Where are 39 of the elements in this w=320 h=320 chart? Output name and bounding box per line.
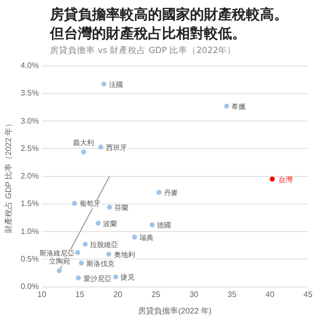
y-axis-title: 財產稅占 GDP 比率（2022 年） [4, 119, 14, 234]
x-tick-label: 45 [304, 290, 313, 299]
point [156, 190, 162, 195]
x-tick-label: 20 [113, 290, 123, 299]
y-tick-label: 0.5% [20, 254, 39, 264]
x-tick-label: 25 [151, 290, 161, 299]
y-tick-label: 3.5% [20, 88, 39, 98]
point [101, 82, 106, 87]
y-tick-label: 4.0% [20, 61, 39, 70]
point [75, 250, 80, 256]
point [113, 274, 118, 280]
point [56, 268, 62, 274]
x-tick-label: 10 [37, 290, 47, 299]
x-tick-label: 30 [189, 290, 199, 299]
x-axis-title: 房貸負擔率(2022 年) [138, 306, 212, 316]
point [72, 200, 78, 206]
point [150, 222, 155, 228]
chart-title: 房貸負擔率較高的國家的財產稅較高。但台灣的財產稅占比相對較低。 [50, 6, 289, 44]
point [82, 242, 88, 247]
y-tick-label: 2.5% [20, 144, 39, 153]
point [78, 260, 84, 266]
y-tick-label: 2.0% [20, 172, 39, 181]
x-tick-label: 35 [228, 290, 237, 299]
x-tick-label: 15 [75, 290, 85, 299]
y-tick-label: 1.5% [20, 199, 39, 208]
y-tick-label: 0.0% [20, 282, 39, 292]
chart-subtitle: 房貸負擔率 vs 財產稅占 GDP 比率（2022年） [50, 45, 236, 57]
y-tick-label: 1.0% [20, 226, 39, 236]
point [224, 104, 230, 109]
point [98, 144, 104, 150]
y-tick-label: 3.0% [20, 116, 39, 126]
point [270, 176, 275, 182]
x-tick-label: 40 [266, 290, 275, 299]
point [107, 204, 112, 210]
point [96, 220, 101, 226]
point [132, 234, 138, 240]
point [106, 252, 112, 257]
point [81, 149, 86, 154]
point [76, 275, 81, 280]
